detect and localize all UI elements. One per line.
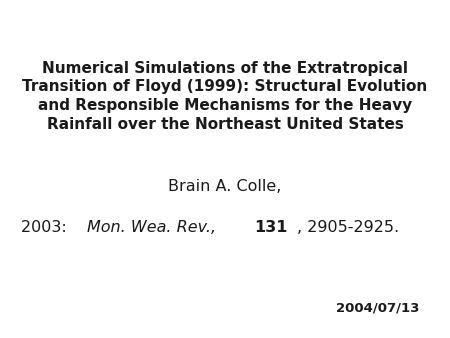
Text: 2004/07/13: 2004/07/13	[336, 301, 420, 314]
Text: , 2905-2925.: , 2905-2925.	[297, 220, 399, 235]
Text: 2003:: 2003:	[22, 220, 72, 235]
Text: Mon. Wea. Rev.,: Mon. Wea. Rev.,	[87, 220, 216, 235]
Text: Numerical Simulations of the Extratropical
Transition of Floyd (1999): Structura: Numerical Simulations of the Extratropic…	[22, 61, 427, 131]
Text: 131: 131	[254, 220, 287, 235]
Text: Brain A. Colle,: Brain A. Colle,	[168, 179, 282, 194]
